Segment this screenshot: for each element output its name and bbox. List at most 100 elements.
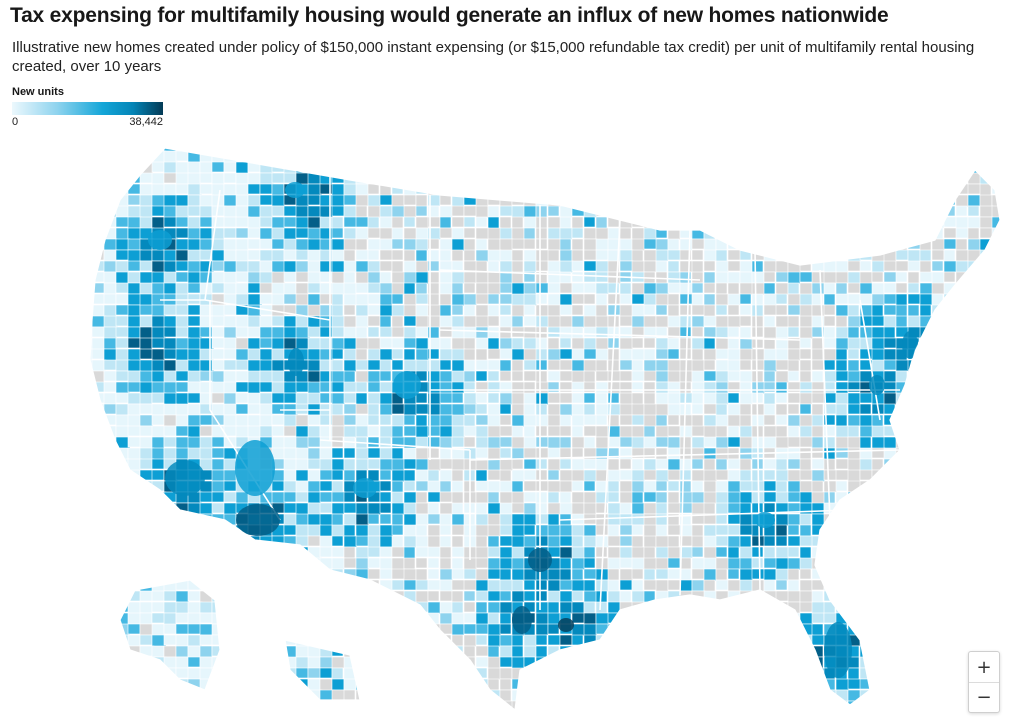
county-cell[interactable] <box>91 502 106 516</box>
county-cell[interactable] <box>595 425 609 438</box>
county-cell[interactable] <box>943 260 958 273</box>
county-cell[interactable] <box>943 414 956 428</box>
county-cell[interactable] <box>943 359 956 371</box>
county-cell[interactable] <box>403 282 416 296</box>
county-cell[interactable] <box>499 645 513 659</box>
county-cell[interactable] <box>859 623 874 637</box>
county-cell[interactable] <box>727 425 740 438</box>
county-cell[interactable] <box>775 447 789 461</box>
county-cell[interactable] <box>511 469 526 483</box>
county-cell[interactable] <box>451 392 464 404</box>
county-cell[interactable] <box>847 601 860 613</box>
county-cell[interactable] <box>463 392 478 406</box>
county-cell[interactable] <box>451 403 466 417</box>
county-cell[interactable] <box>739 161 754 173</box>
county-cell[interactable] <box>823 172 836 185</box>
county-cell[interactable] <box>727 700 741 711</box>
county-cell[interactable] <box>775 546 790 559</box>
county-cell[interactable] <box>115 326 130 338</box>
county-cell[interactable] <box>847 293 861 305</box>
county-cell[interactable] <box>379 656 392 670</box>
county-cell[interactable] <box>883 524 896 538</box>
county-cell[interactable] <box>403 238 417 251</box>
county-cell[interactable] <box>571 645 584 658</box>
county-cell[interactable] <box>643 700 658 713</box>
county-cell[interactable] <box>667 436 681 449</box>
county-cell[interactable] <box>835 183 848 195</box>
county-cell[interactable] <box>511 161 525 175</box>
county-cell[interactable] <box>331 348 344 360</box>
county-cell[interactable] <box>595 612 610 625</box>
county-cell[interactable] <box>895 359 910 372</box>
county-cell[interactable] <box>799 194 813 208</box>
county-cell[interactable] <box>271 227 286 241</box>
county-cell[interactable] <box>979 183 992 197</box>
county-cell[interactable] <box>91 601 106 614</box>
county-cell[interactable] <box>715 612 728 625</box>
county-cell[interactable] <box>367 535 381 549</box>
county-cell[interactable] <box>211 634 225 646</box>
county-cell[interactable] <box>979 150 994 163</box>
county-cell[interactable] <box>391 249 404 261</box>
county-cell[interactable] <box>415 491 428 504</box>
county-cell[interactable] <box>835 249 849 261</box>
county-cell[interactable] <box>583 502 597 516</box>
county-cell[interactable] <box>715 315 729 329</box>
county-cell[interactable] <box>919 337 933 349</box>
county-cell[interactable] <box>91 634 107 647</box>
county-cell[interactable] <box>943 557 958 569</box>
county-cell[interactable] <box>415 700 428 711</box>
county-cell[interactable] <box>511 458 524 470</box>
county-cell[interactable] <box>271 546 286 559</box>
county-cell[interactable] <box>931 337 944 350</box>
county-cell[interactable] <box>331 315 345 328</box>
county-cell[interactable] <box>763 480 777 492</box>
county-cell[interactable] <box>632 712 645 724</box>
county-cell[interactable] <box>919 140 932 153</box>
county-cell[interactable] <box>115 293 130 305</box>
county-cell[interactable] <box>547 205 560 217</box>
county-cell[interactable] <box>355 392 368 406</box>
county-cell[interactable] <box>403 216 416 228</box>
county-cell[interactable] <box>931 403 944 417</box>
county-cell[interactable] <box>883 678 897 692</box>
county-cell[interactable] <box>283 612 297 626</box>
county-cell[interactable] <box>463 183 477 195</box>
county-cell[interactable] <box>907 667 920 679</box>
county-cell[interactable] <box>931 700 944 711</box>
county-cell[interactable] <box>343 502 358 514</box>
county-cell[interactable] <box>487 227 502 241</box>
county-cell[interactable] <box>691 282 704 294</box>
county-cell[interactable] <box>103 513 119 525</box>
county-cell[interactable] <box>379 601 393 615</box>
county-cell[interactable] <box>823 282 836 295</box>
county-cell[interactable] <box>787 370 800 382</box>
county-cell[interactable] <box>907 524 921 537</box>
county-cell[interactable] <box>487 238 501 252</box>
county-cell[interactable] <box>571 282 586 294</box>
county-cell[interactable] <box>223 381 238 394</box>
county-cell[interactable] <box>727 535 741 549</box>
county-cell[interactable] <box>80 513 95 525</box>
county-cell[interactable] <box>379 282 394 295</box>
county-cell[interactable] <box>439 700 453 712</box>
county-cell[interactable] <box>451 480 464 494</box>
county-cell[interactable] <box>499 304 512 316</box>
county-cell[interactable] <box>463 425 478 437</box>
county-cell[interactable] <box>896 712 907 723</box>
county-cell[interactable] <box>463 348 476 362</box>
county-cell[interactable] <box>283 150 299 163</box>
county-cell[interactable] <box>811 513 826 527</box>
county-cell[interactable] <box>703 161 717 173</box>
county-cell[interactable] <box>127 337 141 349</box>
county-cell[interactable] <box>811 557 825 570</box>
county-cell[interactable] <box>523 458 538 470</box>
county-cell[interactable] <box>355 403 369 415</box>
county-cell[interactable] <box>1004 294 1017 306</box>
county-cell[interactable] <box>247 315 261 329</box>
county-cell[interactable] <box>235 260 249 273</box>
county-cell[interactable] <box>259 293 274 305</box>
county-cell[interactable] <box>655 414 668 427</box>
county-cell[interactable] <box>955 150 969 164</box>
county-cell[interactable] <box>283 227 297 241</box>
